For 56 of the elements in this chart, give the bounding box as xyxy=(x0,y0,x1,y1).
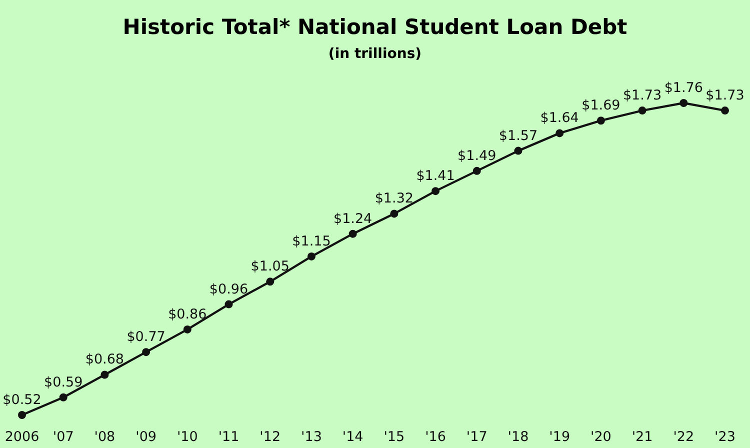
data-label: $1.32 xyxy=(374,190,414,207)
point xyxy=(596,116,605,125)
x-tick-label: 2006 xyxy=(4,429,40,445)
data-label: $1.64 xyxy=(540,110,579,126)
point xyxy=(472,166,481,175)
data-label: $0.59 xyxy=(44,374,83,390)
data-label: $1.24 xyxy=(333,210,372,227)
x-tick-label: '17 xyxy=(466,429,488,445)
data-label: $1.76 xyxy=(664,80,703,96)
x-tick-label: '09 xyxy=(136,429,157,445)
x-tick-label: '22 xyxy=(673,429,694,445)
point xyxy=(100,370,109,379)
data-label: $1.57 xyxy=(498,128,538,144)
point xyxy=(59,393,68,402)
x-tick-label: '12 xyxy=(260,429,281,445)
x-tick-label: '16 xyxy=(425,429,446,445)
data-label: $0.77 xyxy=(126,329,166,346)
data-label: $1.49 xyxy=(458,148,496,164)
x-tick-label: '20 xyxy=(590,429,612,445)
data-label: $1.73 xyxy=(622,88,662,104)
data-label: $1.73 xyxy=(706,88,744,104)
data-label: $0.52 xyxy=(2,392,42,408)
point xyxy=(142,348,150,356)
x-tick-label: '15 xyxy=(384,429,405,445)
data-label: $0.86 xyxy=(168,306,207,322)
point xyxy=(432,187,440,196)
x-tick-label: '10 xyxy=(176,429,198,445)
data-label: $1.05 xyxy=(250,258,290,275)
x-tick-label: '11 xyxy=(218,429,240,445)
point xyxy=(266,278,274,286)
point xyxy=(183,325,192,334)
point xyxy=(348,230,357,238)
data-label: $0.68 xyxy=(85,352,124,368)
data-label: $0.96 xyxy=(209,281,248,298)
data-label: $1.41 xyxy=(416,168,455,184)
point xyxy=(680,99,688,107)
x-tick-label: '21 xyxy=(632,429,653,445)
x-tick-label: '13 xyxy=(301,429,322,445)
point xyxy=(556,129,564,138)
point xyxy=(390,210,398,218)
x-tick-label: '07 xyxy=(52,429,74,445)
data-label: $1.15 xyxy=(292,233,331,250)
x-tick-label: '23 xyxy=(714,429,736,445)
chart-title: Historic Total* National Student Loan Debt xyxy=(122,15,628,39)
chart-subtitle: (in trillions) xyxy=(328,46,422,62)
x-tick-label: '14 xyxy=(342,429,364,445)
x-tick-label: '08 xyxy=(94,429,116,445)
point xyxy=(638,106,646,115)
x-tick-label: '18 xyxy=(508,429,529,445)
x-tick-label: '19 xyxy=(549,429,570,445)
data-label: $1.69 xyxy=(582,98,620,114)
point xyxy=(224,300,233,308)
point xyxy=(307,252,316,260)
point xyxy=(514,146,522,155)
point xyxy=(721,106,729,115)
point xyxy=(18,411,26,419)
